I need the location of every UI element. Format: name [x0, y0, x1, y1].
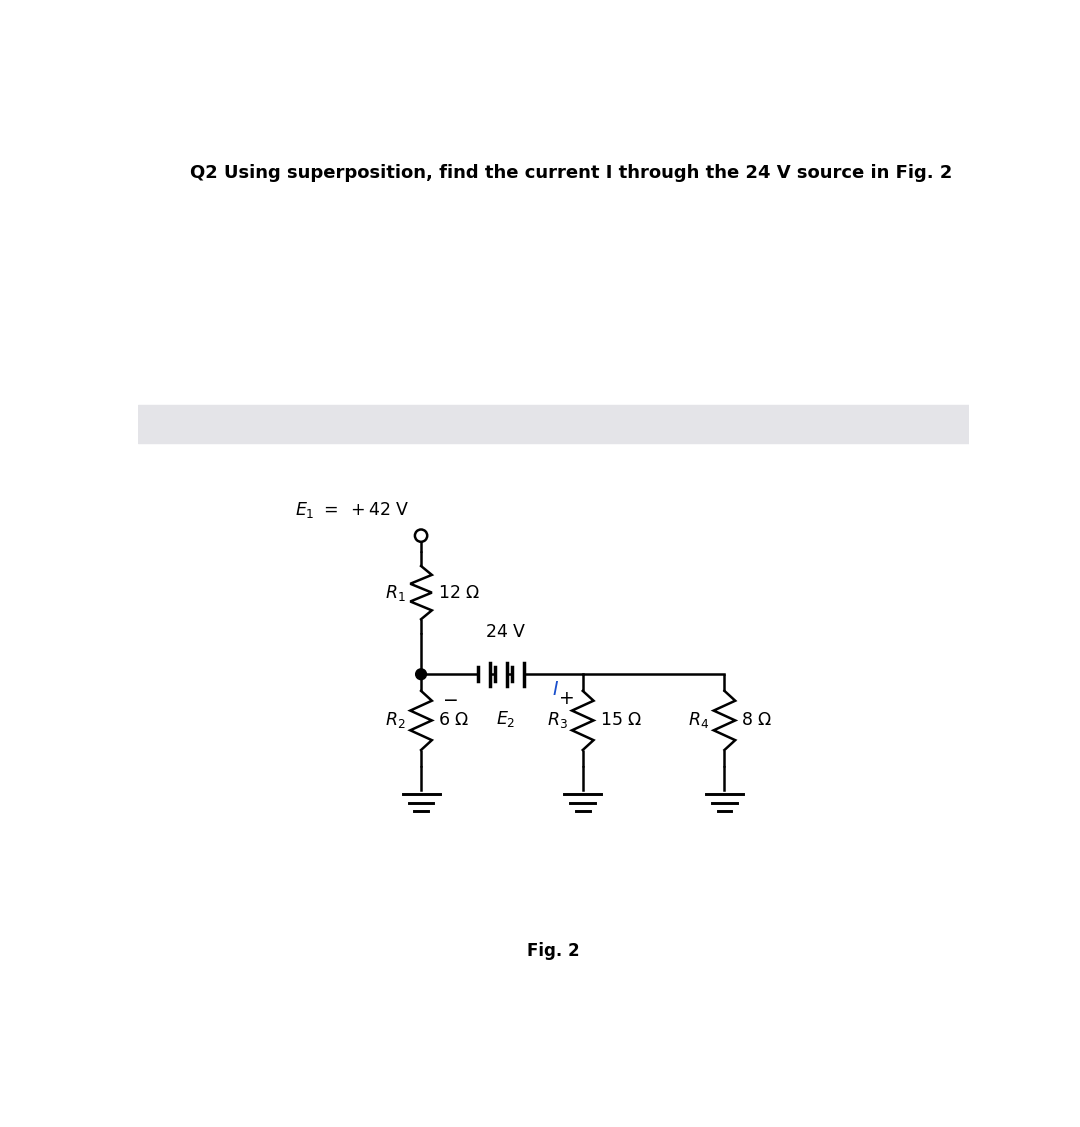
Text: $24\ \mathrm{V}$: $24\ \mathrm{V}$: [485, 623, 527, 641]
Text: $12\ \Omega$: $12\ \Omega$: [438, 584, 481, 602]
Text: Fig. 2: Fig. 2: [527, 942, 580, 960]
Text: $R_3$: $R_3$: [546, 710, 567, 730]
Bar: [138, 405, 970, 443]
Text: $R_1$: $R_1$: [384, 583, 406, 603]
Circle shape: [416, 668, 427, 680]
Text: $15\ \Omega$: $15\ \Omega$: [599, 711, 643, 729]
Text: $-$: $-$: [443, 690, 458, 709]
Text: $I$: $I$: [552, 680, 559, 699]
Text: Q2 Using superposition, find the current I through the 24 V source in Fig. 2: Q2 Using superposition, find the current…: [190, 165, 953, 183]
Text: $6\ \Omega$: $6\ \Omega$: [438, 711, 470, 729]
Text: $E_1\ =\ +42\ \mathrm{V}$: $E_1\ =\ +42\ \mathrm{V}$: [295, 500, 409, 521]
Text: $E_2$: $E_2$: [496, 709, 515, 729]
Text: $+$: $+$: [558, 690, 573, 709]
Text: $R_2$: $R_2$: [386, 710, 406, 730]
Text: $R_4$: $R_4$: [688, 710, 710, 730]
Text: $8\ \Omega$: $8\ \Omega$: [741, 711, 772, 729]
